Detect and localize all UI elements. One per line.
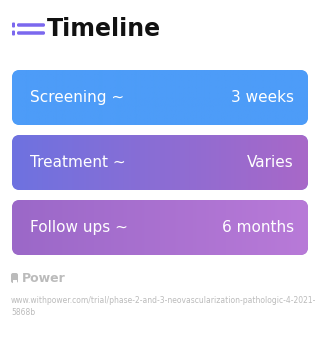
FancyBboxPatch shape	[12, 200, 308, 255]
Text: Varies: Varies	[247, 155, 294, 170]
Text: 3 weeks: 3 weeks	[231, 90, 294, 105]
FancyBboxPatch shape	[17, 23, 45, 27]
FancyBboxPatch shape	[12, 135, 308, 190]
Text: Treatment ~: Treatment ~	[30, 155, 126, 170]
FancyBboxPatch shape	[12, 22, 15, 27]
Text: Timeline: Timeline	[47, 17, 161, 41]
FancyBboxPatch shape	[12, 70, 308, 125]
FancyBboxPatch shape	[12, 31, 15, 36]
FancyBboxPatch shape	[17, 31, 45, 35]
Text: Power: Power	[22, 272, 66, 284]
Text: 6 months: 6 months	[222, 220, 294, 235]
Text: www.withpower.com/trial/phase-2-and-3-neovascularization-pathologic-4-2021-
5868: www.withpower.com/trial/phase-2-and-3-ne…	[11, 296, 316, 317]
FancyBboxPatch shape	[12, 279, 17, 283]
Text: Follow ups ~: Follow ups ~	[30, 220, 128, 235]
Text: Screening ~: Screening ~	[30, 90, 124, 105]
FancyBboxPatch shape	[11, 273, 18, 283]
